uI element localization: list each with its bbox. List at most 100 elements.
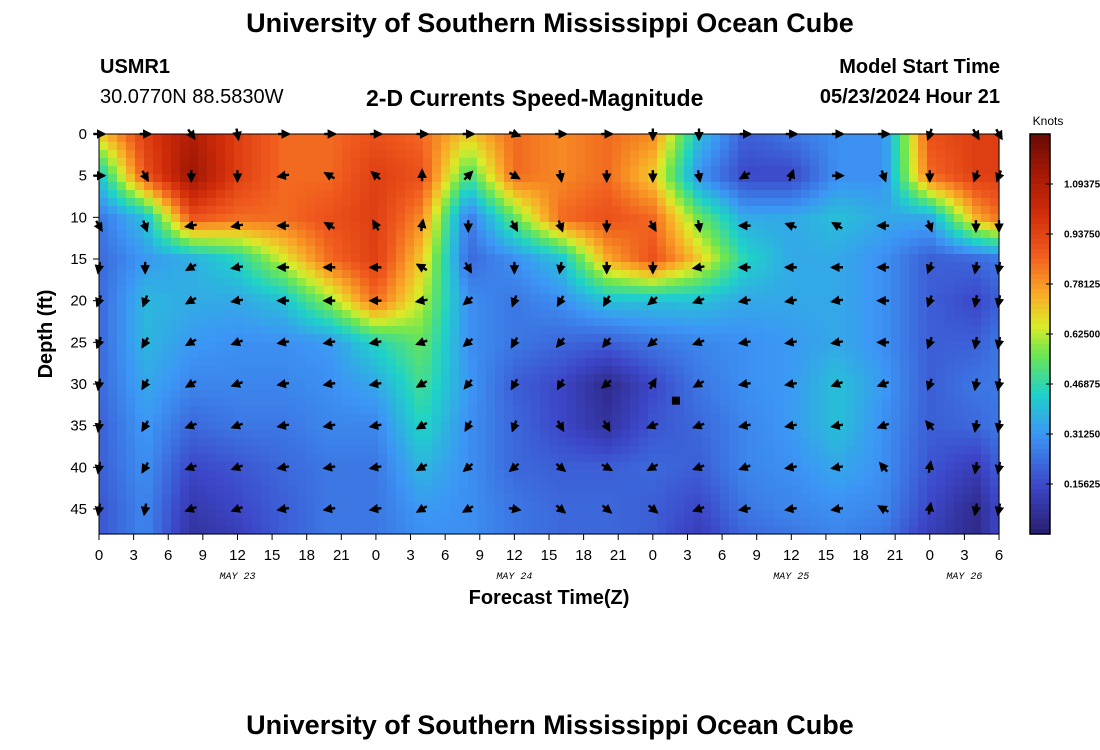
- heat-cell: [99, 510, 109, 519]
- heat-cell: [108, 478, 118, 487]
- heat-cell: [288, 438, 298, 447]
- heat-cell: [576, 254, 586, 263]
- heat-cell: [774, 254, 784, 263]
- heat-cell: [702, 294, 712, 303]
- heat-cell: [234, 390, 244, 399]
- heat-cell: [387, 270, 397, 279]
- heat-cell: [180, 302, 190, 311]
- heat-cell: [837, 318, 847, 327]
- heat-cell: [594, 278, 604, 287]
- heat-cell: [108, 150, 118, 159]
- heat-cell: [747, 198, 757, 207]
- heat-cell: [684, 206, 694, 215]
- heat-cell: [207, 262, 217, 271]
- heat-cell: [369, 374, 379, 383]
- heat-cell: [342, 334, 352, 343]
- heat-cell: [279, 446, 289, 455]
- heat-cell: [711, 150, 721, 159]
- heat-cell: [252, 422, 262, 431]
- heat-cell: [414, 414, 424, 423]
- heat-cell: [747, 230, 757, 239]
- heat-cell: [891, 518, 901, 527]
- heat-cell: [972, 302, 982, 311]
- heat-cell: [918, 406, 928, 415]
- heat-cell: [981, 438, 991, 447]
- heat-cell: [540, 390, 550, 399]
- heat-cell: [549, 486, 559, 495]
- heat-cell: [432, 134, 442, 143]
- heat-cell: [405, 470, 415, 479]
- heat-cell: [747, 470, 757, 479]
- heat-cell: [846, 198, 856, 207]
- heat-cell: [360, 334, 370, 343]
- heat-cell: [261, 406, 271, 415]
- heat-cell: [540, 502, 550, 511]
- heat-cell: [846, 518, 856, 527]
- heat-cell: [558, 358, 568, 367]
- heat-cell: [783, 526, 793, 535]
- heat-cell: [747, 190, 757, 199]
- heat-cell: [576, 174, 586, 183]
- heat-cell: [846, 190, 856, 199]
- heat-cell: [342, 446, 352, 455]
- heat-cell: [630, 198, 640, 207]
- heat-cell: [576, 406, 586, 415]
- heat-cell: [639, 150, 649, 159]
- heat-cell: [396, 166, 406, 175]
- heat-cell: [162, 246, 172, 255]
- heat-cell: [450, 286, 460, 295]
- heat-cell: [765, 182, 775, 191]
- heat-cell: [792, 406, 802, 415]
- heat-cell: [153, 142, 163, 151]
- heat-cell: [747, 454, 757, 463]
- heat-cell: [693, 286, 703, 295]
- heat-cell: [171, 478, 181, 487]
- heat-cell: [117, 302, 127, 311]
- heat-cell: [702, 254, 712, 263]
- heat-cell: [99, 494, 109, 503]
- heat-cell: [747, 374, 757, 383]
- heat-cell: [405, 310, 415, 319]
- heat-cell: [531, 278, 541, 287]
- heat-cell: [369, 318, 379, 327]
- heat-cell: [891, 486, 901, 495]
- heat-cell: [936, 166, 946, 175]
- heat-cell: [765, 366, 775, 375]
- heat-cell: [873, 302, 883, 311]
- heat-cell: [630, 190, 640, 199]
- heat-cell: [189, 278, 199, 287]
- heat-cell: [855, 406, 865, 415]
- heat-cell: [513, 350, 523, 359]
- heat-cell: [630, 206, 640, 215]
- heat-cell: [99, 334, 109, 343]
- heat-cell: [531, 134, 541, 143]
- heat-cell: [306, 446, 316, 455]
- heat-cell: [486, 494, 496, 503]
- heat-cell: [468, 190, 478, 199]
- heat-cell: [369, 518, 379, 527]
- heat-cell: [972, 486, 982, 495]
- heat-cell: [675, 342, 685, 351]
- heat-cell: [630, 398, 640, 407]
- heat-cell: [396, 414, 406, 423]
- heat-cell: [495, 150, 505, 159]
- heat-cell: [657, 374, 667, 383]
- heat-cell: [405, 350, 415, 359]
- heat-cell: [666, 206, 676, 215]
- heat-cell: [126, 502, 136, 511]
- heat-cell: [747, 278, 757, 287]
- heat-cell: [792, 134, 802, 143]
- heat-cell: [432, 174, 442, 183]
- heat-cell: [396, 246, 406, 255]
- heat-cell: [360, 182, 370, 191]
- heat-cell: [531, 374, 541, 383]
- heat-cell: [540, 430, 550, 439]
- heat-cell: [954, 510, 964, 519]
- heat-cell: [981, 350, 991, 359]
- heat-cell: [774, 214, 784, 223]
- heat-cell: [333, 382, 343, 391]
- heat-cell: [810, 462, 820, 471]
- heat-cell: [342, 430, 352, 439]
- heat-cell: [576, 150, 586, 159]
- heat-cell: [774, 462, 784, 471]
